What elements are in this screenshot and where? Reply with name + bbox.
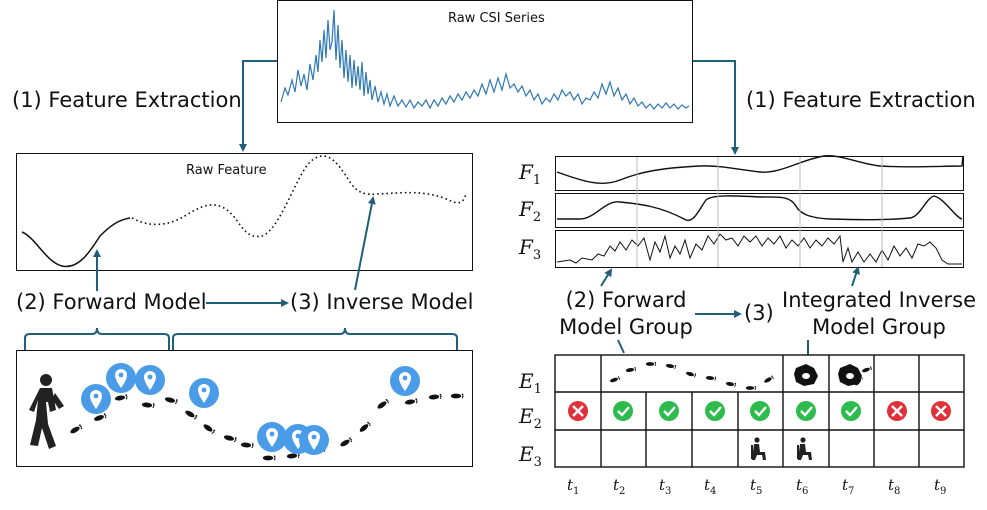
check-icon (659, 401, 679, 421)
inverse-model-label: (3) Inverse Model (290, 290, 474, 314)
forward-group-line1: (2) Forward (565, 288, 687, 312)
check-icon (750, 401, 770, 421)
check-icon (796, 401, 816, 421)
feature-label-f2: F2 (519, 197, 542, 225)
raw-feature-dotted-curve (131, 155, 467, 238)
e2-status-icons (568, 401, 951, 421)
time-label-t4: t4 (704, 476, 717, 497)
time-label-t7: t7 (842, 476, 855, 497)
time-label-t3: t3 (659, 476, 672, 497)
connector-right (693, 60, 739, 155)
time-label-t2: t2 (613, 476, 626, 497)
walking-person-icon (29, 374, 64, 449)
e1-footprints-icon (609, 362, 873, 390)
sitting-person-icon (751, 437, 812, 460)
connector-left (239, 60, 277, 152)
raw-feature-title: Raw Feature (186, 163, 267, 178)
inverse-group-line2: Model Group (812, 315, 946, 339)
raw-feature-solid-curve (21, 217, 131, 268)
raw-feature-panel (16, 153, 473, 271)
inverse-model-arrow (354, 196, 376, 291)
check-icon (613, 401, 633, 421)
time-label-t1: t1 (567, 476, 580, 497)
event-label-e3: E3 (519, 442, 542, 470)
time-label-t9: t9 (934, 476, 947, 497)
event-label-e1: E1 (519, 369, 542, 397)
step3-number: (3) (744, 301, 774, 325)
forward-model-label: (2) Forward Model (16, 290, 207, 314)
cross-icon (568, 401, 588, 421)
feature-time-gridlines (636, 157, 883, 267)
forward-group-to-grid-arrow (617, 339, 625, 354)
inverse-group-arrow (851, 266, 860, 287)
forward-brace (24, 327, 170, 350)
inverse-model-group-label: Integrated Inverse Model Group (781, 287, 977, 341)
time-label-t6: t6 (796, 476, 809, 497)
feature-row-f1 (555, 156, 964, 191)
f1-curve (556, 155, 964, 184)
f3-curve (556, 233, 962, 265)
feature-label-f1: F1 (519, 160, 542, 188)
cross-icon (887, 401, 907, 421)
feature-label-f3: F3 (519, 235, 542, 263)
stationary-icon (794, 364, 862, 386)
cross-icon (931, 401, 951, 421)
forward-group-arrow (600, 268, 613, 287)
inverse-brace (172, 327, 458, 350)
raw-csi-signal (280, 9, 690, 110)
event-label-e2: E2 (519, 404, 542, 432)
check-icon (841, 401, 861, 421)
inverse-group-line1: Integrated Inverse (782, 288, 976, 312)
left-feature-extraction-label: (1) Feature Extraction (12, 88, 242, 112)
f2-curve (557, 195, 963, 222)
time-label-t8: t8 (888, 476, 901, 497)
time-label-t5: t5 (750, 476, 763, 497)
forward-model-group-label: (2) Forward Model Group (556, 287, 696, 341)
location-pin-icon (81, 363, 420, 455)
feature-row-f2 (555, 193, 964, 228)
raw-csi-title: Raw CSI Series (448, 11, 545, 26)
forward-group-line2: Model Group (559, 315, 693, 339)
check-icon (705, 401, 725, 421)
event-grid (554, 354, 965, 468)
right-feature-extraction-label: (1) Feature Extraction (746, 88, 976, 112)
